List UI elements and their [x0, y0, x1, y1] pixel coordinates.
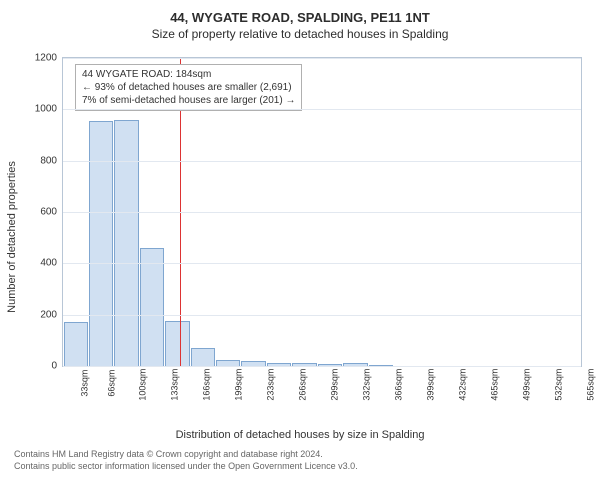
chart-subtitle: Size of property relative to detached ho… — [0, 25, 600, 47]
bar — [114, 120, 138, 366]
chart-container: Number of detached properties 44 WYGATE … — [0, 47, 600, 427]
grid-line — [63, 109, 581, 110]
bar — [89, 121, 113, 366]
annotation-box: 44 WYGATE ROAD: 184sqm ← 93% of detached… — [75, 64, 302, 111]
footer-line-1: Contains HM Land Registry data © Crown c… — [14, 449, 586, 461]
bar — [191, 348, 215, 366]
x-ticks-group: 33sqm66sqm100sqm133sqm166sqm199sqm233sqm… — [63, 370, 581, 420]
annotation-line-3: 7% of semi-detached houses are larger (2… — [82, 94, 295, 107]
y-tick: 400 — [27, 258, 57, 269]
y-tick: 1000 — [27, 104, 57, 115]
grid-line — [63, 315, 581, 316]
x-axis-label: Distribution of detached houses by size … — [0, 429, 600, 441]
grid-line — [63, 263, 581, 264]
y-axis-label: Number of detached properties — [6, 137, 18, 337]
grid-line — [63, 366, 581, 367]
y-tick: 0 — [27, 361, 57, 372]
x-tick: 565sqm — [586, 369, 600, 401]
bar — [165, 321, 189, 366]
footer: Contains HM Land Registry data © Crown c… — [0, 441, 600, 472]
grid-line — [63, 161, 581, 162]
grid-line — [63, 58, 581, 59]
footer-line-2: Contains public sector information licen… — [14, 461, 586, 473]
annotation-line-1: 44 WYGATE ROAD: 184sqm — [82, 68, 295, 81]
page-title: 44, WYGATE ROAD, SPALDING, PE11 1NT — [0, 0, 600, 25]
grid-line — [63, 212, 581, 213]
bar — [140, 248, 164, 366]
y-tick: 1200 — [27, 53, 57, 64]
y-tick: 200 — [27, 309, 57, 320]
y-tick: 800 — [27, 155, 57, 166]
y-tick: 600 — [27, 207, 57, 218]
bar — [64, 322, 88, 366]
plot-area: 44 WYGATE ROAD: 184sqm ← 93% of detached… — [62, 57, 582, 367]
annotation-line-2: ← 93% of detached houses are smaller (2,… — [82, 81, 295, 94]
